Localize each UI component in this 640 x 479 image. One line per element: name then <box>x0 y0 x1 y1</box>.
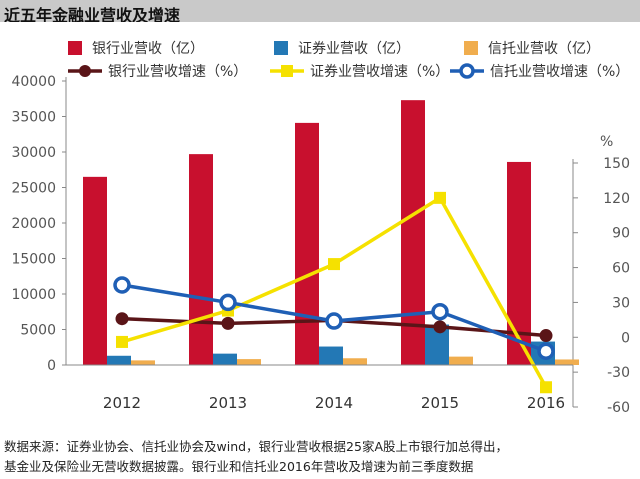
left-tick-label: 35000 <box>11 110 56 126</box>
source-line: 基金业及保险业无营收数据披露。银行业和信托业2016年营收及增速为前三季度数据 <box>4 459 474 474</box>
right-tick-label: 150 <box>603 156 630 172</box>
legend-marker <box>281 65 293 77</box>
left-tick-label: 0 <box>47 358 56 374</box>
legend-label: 证券业营收增速（%） <box>310 64 449 80</box>
source-line: 数据来源：证券业协会、信托业协会及wind，银行业营收根据25家A股上市银行加总… <box>4 439 509 454</box>
bar <box>343 358 367 365</box>
line-point <box>537 342 555 360</box>
legend-marker <box>459 63 475 79</box>
left-tick-label: 40000 <box>11 74 56 90</box>
bar <box>237 359 261 365</box>
right-tick-label: 30 <box>612 295 630 311</box>
legend-swatch <box>68 41 82 55</box>
line-point <box>328 258 340 271</box>
line-point <box>433 320 447 334</box>
legend-label: 信托业营收增速（%） <box>490 64 629 80</box>
right-tick-label: -30 <box>607 365 630 381</box>
left-tick-label: 20000 <box>11 216 56 232</box>
legend: 银行业营收（亿） 证券业营收（亿） 信托业营收（亿） 银行业营收增速（%） 证券业营收增… <box>68 41 629 80</box>
legend-swatch <box>274 41 288 55</box>
bar <box>555 359 579 365</box>
right-axis-unit: % <box>600 134 613 150</box>
right-axis: % -60 -30 0 30 60 90 120 150 <box>572 134 630 416</box>
line-point <box>325 312 343 330</box>
line-point <box>221 316 235 330</box>
x-tick-label: 2012 <box>103 394 141 412</box>
chart-title: 近五年金融业营收及增速 <box>4 6 181 22</box>
bar <box>449 356 473 365</box>
x-tick-label: 2014 <box>315 394 353 412</box>
legend-label: 银行业营收增速（%） <box>108 64 247 80</box>
line-point <box>115 312 129 326</box>
left-tick-label: 25000 <box>11 181 56 197</box>
x-axis: 2012 2013 2014 2015 2016 <box>66 364 573 412</box>
left-tick-label: 5000 <box>20 323 56 339</box>
line-point <box>113 276 131 294</box>
title-bar: 近五年金融业营收及增速 <box>0 0 640 22</box>
bar <box>295 122 319 365</box>
x-tick-label: 2015 <box>421 394 459 412</box>
lines <box>113 191 555 394</box>
chart: 银行业营收（亿） 证券业营收（亿） 信托业营收（亿） 银行业营收增速（%） 证券业营收增… <box>11 41 630 416</box>
right-tick-label: -60 <box>607 400 630 416</box>
line-point <box>539 329 553 343</box>
left-axis: 0 5000 10000 15000 20000 25000 30000 35000 40000 <box>11 74 67 374</box>
left-tick-label: 30000 <box>11 145 56 161</box>
bar <box>131 360 155 365</box>
legend-swatch <box>464 41 478 55</box>
legend-marker <box>79 65 91 77</box>
right-tick-label: 120 <box>603 191 630 207</box>
bar <box>189 154 213 365</box>
right-tick-label: 60 <box>612 261 630 277</box>
line-point <box>116 335 128 348</box>
legend-label: 银行业营收（亿） <box>92 41 204 57</box>
bar <box>107 355 131 365</box>
bars <box>83 100 579 366</box>
bar <box>401 100 425 366</box>
line-point <box>540 381 552 394</box>
x-tick-label: 2016 <box>527 394 565 412</box>
line-point <box>219 293 237 312</box>
legend-label: 证券业营收（亿） <box>298 41 410 57</box>
title-band <box>0 0 640 22</box>
legend-label: 信托业营收（亿） <box>488 41 600 57</box>
bar <box>213 353 237 365</box>
right-tick-label: 0 <box>621 330 630 346</box>
source-note: 数据来源：证券业协会、信托业协会及wind，银行业营收根据25家A股上市银行加总… <box>4 437 636 477</box>
bar <box>83 176 107 365</box>
x-tick-label: 2013 <box>209 394 247 412</box>
line-point <box>434 191 446 204</box>
line-point <box>431 302 449 321</box>
right-tick-label: 90 <box>612 226 630 242</box>
left-tick-label: 10000 <box>11 287 56 303</box>
bar <box>319 346 343 365</box>
left-tick-label: 15000 <box>11 252 56 268</box>
